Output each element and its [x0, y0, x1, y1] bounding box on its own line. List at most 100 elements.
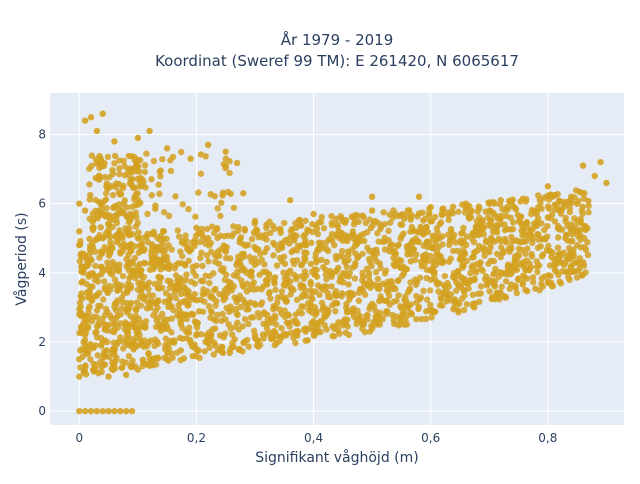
data-point — [131, 193, 138, 201]
data-point — [280, 330, 287, 338]
data-point — [127, 301, 134, 308]
data-point — [300, 303, 307, 311]
data-point — [92, 207, 99, 215]
data-point — [128, 362, 136, 369]
data-point — [427, 203, 434, 211]
data-point — [164, 316, 171, 323]
data-point — [452, 298, 459, 306]
data-point — [345, 281, 352, 288]
data-point — [225, 308, 233, 315]
data-point — [332, 307, 339, 315]
data-point — [503, 212, 510, 220]
data-point — [263, 325, 271, 332]
data-point — [116, 285, 123, 293]
data-point — [529, 239, 536, 247]
data-point — [381, 246, 389, 253]
data-point — [281, 295, 288, 303]
data-point — [355, 218, 362, 226]
data-point — [207, 307, 215, 314]
data-point — [101, 278, 108, 285]
data-point — [80, 269, 88, 276]
data-point — [124, 289, 131, 296]
data-point — [162, 325, 169, 332]
data-point — [205, 258, 212, 265]
data-point — [76, 407, 83, 415]
data-point — [465, 215, 473, 222]
data-point — [301, 239, 309, 246]
data-point — [386, 219, 394, 226]
data-point — [300, 326, 308, 333]
data-point — [258, 286, 265, 293]
data-point — [207, 191, 214, 198]
data-point — [486, 240, 494, 248]
data-point — [156, 190, 163, 198]
data-point — [340, 279, 347, 286]
data-point — [197, 277, 205, 284]
data-point — [240, 339, 247, 347]
data-point — [567, 263, 575, 271]
data-point — [301, 254, 308, 261]
data-point — [373, 250, 381, 257]
data-point — [310, 332, 318, 339]
data-point — [142, 317, 150, 325]
data-point — [313, 225, 321, 232]
data-point — [434, 258, 442, 266]
data-point — [280, 253, 288, 260]
data-point — [561, 259, 569, 267]
data-point — [192, 332, 200, 339]
data-point — [479, 267, 487, 275]
data-point — [205, 234, 212, 242]
data-point — [156, 274, 163, 281]
data-point — [297, 222, 304, 229]
data-point — [294, 328, 302, 335]
data-point — [435, 288, 442, 295]
data-point — [556, 226, 563, 233]
data-point — [240, 241, 247, 248]
data-point — [115, 206, 122, 213]
data-point — [129, 357, 136, 364]
data-point — [271, 241, 279, 249]
data-point — [509, 219, 517, 226]
data-point — [187, 339, 194, 346]
data-point — [162, 335, 170, 342]
data-point — [109, 366, 117, 374]
data-point — [328, 273, 335, 280]
data-point — [197, 170, 205, 177]
x-tick-label: 0,4 — [304, 431, 323, 445]
data-point — [439, 302, 446, 309]
data-point — [463, 233, 471, 240]
data-point — [123, 255, 130, 263]
data-point — [368, 193, 376, 200]
data-point — [473, 217, 481, 225]
data-point — [100, 296, 107, 303]
data-point — [292, 320, 300, 327]
data-point — [139, 356, 147, 363]
data-point — [230, 272, 237, 279]
data-point — [265, 271, 273, 278]
data-point — [532, 285, 539, 292]
data-point — [353, 320, 360, 328]
data-point — [448, 228, 455, 236]
data-point — [190, 268, 197, 276]
data-point — [333, 300, 341, 307]
data-point — [499, 206, 506, 213]
data-point — [455, 268, 462, 275]
data-point — [489, 278, 496, 285]
data-point — [150, 312, 157, 319]
data-point — [218, 199, 225, 206]
data-point — [301, 268, 309, 275]
data-point — [198, 230, 205, 237]
data-point — [576, 255, 584, 262]
data-point — [585, 197, 592, 205]
data-point — [152, 247, 159, 254]
data-point — [433, 225, 441, 232]
data-point — [150, 157, 158, 165]
data-point — [113, 219, 121, 227]
data-point — [122, 407, 130, 415]
data-point — [228, 232, 236, 240]
data-point — [529, 274, 537, 281]
data-point — [535, 192, 542, 199]
data-point — [544, 183, 552, 190]
data-point — [127, 247, 135, 255]
data-point — [322, 271, 329, 278]
